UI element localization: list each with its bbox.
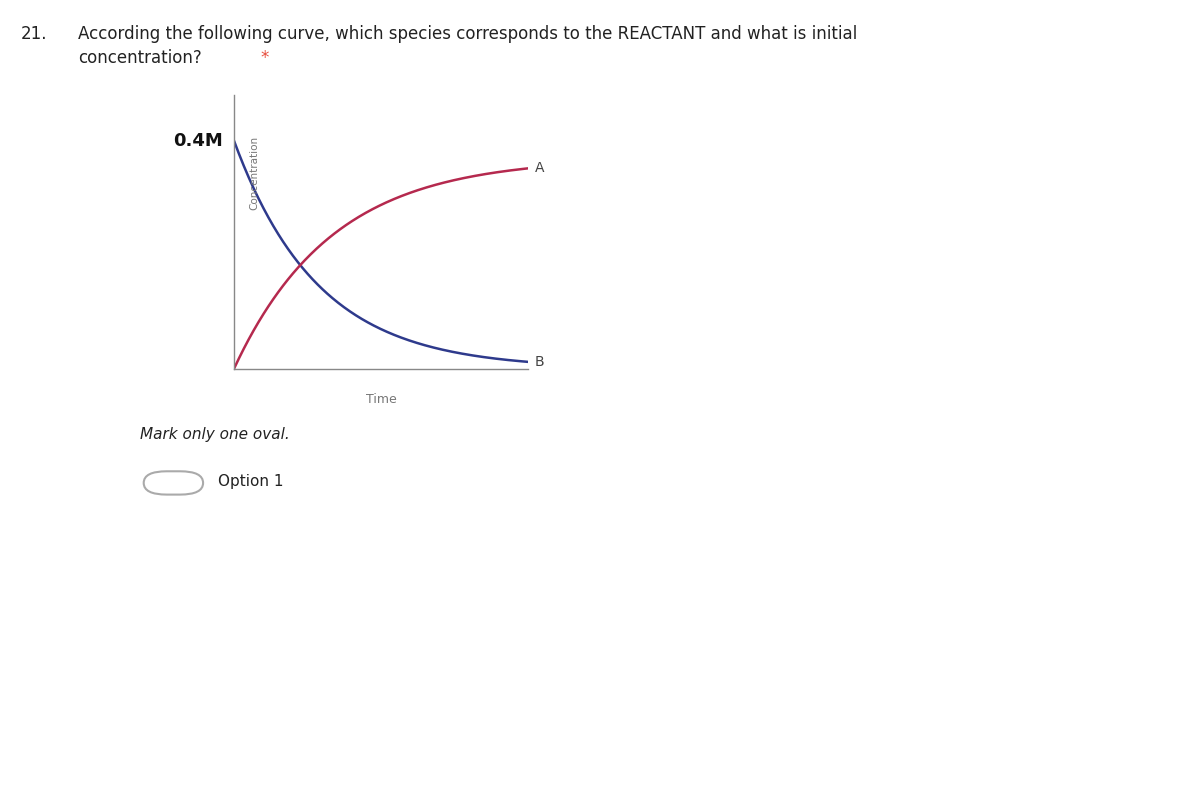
Text: 0.4M: 0.4M <box>173 132 223 150</box>
Text: Mark only one oval.: Mark only one oval. <box>140 427 290 442</box>
Text: According the following curve, which species corresponds to the REACTANT and wha: According the following curve, which spe… <box>78 25 857 44</box>
Text: *: * <box>260 49 269 67</box>
Text: Time: Time <box>366 393 396 406</box>
Text: B: B <box>535 354 545 369</box>
Text: 21.: 21. <box>20 25 47 44</box>
Text: concentration?: concentration? <box>78 49 202 67</box>
Text: A: A <box>535 161 545 175</box>
Text: Option 1: Option 1 <box>218 474 284 488</box>
Text: Concentration: Concentration <box>250 136 259 210</box>
